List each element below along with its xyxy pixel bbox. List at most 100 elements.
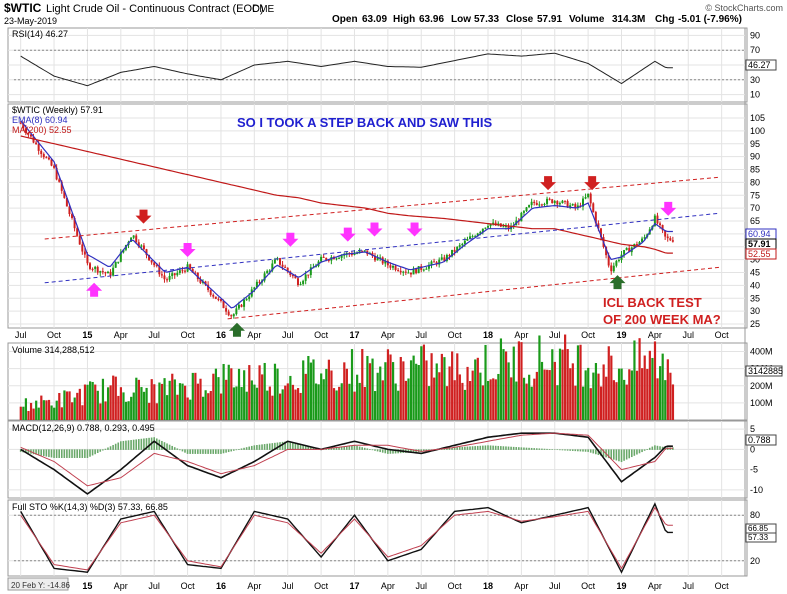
macd-histogram-bar <box>37 449 40 456</box>
macd-histogram-bar <box>569 449 571 451</box>
volume-bar <box>486 380 490 420</box>
candle-body <box>68 206 71 215</box>
volume-bar <box>83 384 87 420</box>
x-tick-label: Jul <box>282 330 294 340</box>
volume-bar <box>587 367 590 420</box>
volume-bar <box>291 384 295 420</box>
x-tick-label: Oct <box>448 330 463 340</box>
candle-body <box>571 204 574 206</box>
indicator-lines <box>19 52 674 574</box>
volume-bar <box>184 385 187 420</box>
candle-body <box>474 236 477 238</box>
headline-annotation: SO I TOOK A STEP BACK AND SAW THIS <box>237 115 493 130</box>
macd-histogram-bar <box>235 449 238 451</box>
volume-bar <box>445 386 449 420</box>
macd-histogram-bar <box>261 444 263 450</box>
macd-histogram-bar <box>610 449 613 459</box>
candle-body <box>587 193 590 198</box>
open-label: Open <box>332 14 358 25</box>
x-tick-label: 18 <box>483 581 493 591</box>
macd-histogram-bar <box>253 445 256 450</box>
candle-body <box>245 299 248 301</box>
volume-bar <box>494 379 497 420</box>
macd-histogram-bar <box>294 443 297 450</box>
candle-body <box>150 260 153 263</box>
candle-body <box>166 279 169 281</box>
price-tick-label: 70 <box>750 203 760 213</box>
volume-bar <box>664 380 667 420</box>
candle-body <box>22 123 25 129</box>
volume-bar <box>350 349 354 420</box>
macd-histogram-bar <box>238 449 240 450</box>
x-tick-label: Jul <box>148 330 160 340</box>
candle-body <box>27 132 30 135</box>
volume-bar <box>232 387 235 420</box>
candle-body <box>291 275 294 277</box>
macd-histogram-bar <box>258 444 261 450</box>
x-tick-label: Apr <box>514 330 528 340</box>
volume-bar <box>422 344 425 420</box>
volume-bar <box>605 376 608 420</box>
volume-bar <box>166 395 169 420</box>
volume-bars <box>19 334 675 420</box>
macd-histogram-bar <box>222 449 225 454</box>
candle-body <box>237 304 240 309</box>
macd-histogram-bar <box>35 449 37 455</box>
macd-histogram-bar <box>335 447 338 450</box>
macd-histogram-bar <box>96 449 99 453</box>
high-label: High <box>393 14 415 25</box>
volume-bar <box>520 342 523 420</box>
sto-k-tag-box <box>745 532 777 543</box>
volume-bar <box>76 392 79 420</box>
x-tick-label: Jul <box>415 581 427 591</box>
candle-body <box>338 257 341 259</box>
macd-histogram-bar <box>646 449 648 450</box>
magenta-down-arrow <box>339 227 356 242</box>
volume-bar <box>24 398 28 420</box>
candle-body <box>358 250 361 253</box>
macd-histogram-bar <box>132 439 135 450</box>
candle-body <box>486 226 489 228</box>
volume-bar <box>469 381 472 420</box>
volume-bar <box>512 346 515 420</box>
volume-bar <box>417 365 420 420</box>
candle-body <box>594 212 597 224</box>
rsi-tick-label: 70 <box>750 45 760 55</box>
macd-histogram-bar <box>191 449 194 454</box>
volume-bar <box>576 345 580 420</box>
x-tick-label: Jul <box>15 330 27 340</box>
macd-histogram-bar <box>184 449 186 453</box>
volume-bar <box>130 396 133 420</box>
volume-bar <box>646 368 649 420</box>
candle-body <box>255 281 258 288</box>
candle-body <box>135 235 138 243</box>
macd-histogram-bar <box>63 449 66 458</box>
macd-signal-line <box>20 432 673 487</box>
candle-body <box>86 254 89 264</box>
candle-body <box>671 240 674 242</box>
candle-body <box>479 231 482 234</box>
candle-body <box>445 255 448 261</box>
candle-body <box>89 263 92 269</box>
x-tick-label: Jul <box>549 581 561 591</box>
candle-body <box>286 267 289 272</box>
volume-bar <box>127 401 130 420</box>
volume-bar <box>212 373 215 420</box>
volume-bar <box>19 406 22 420</box>
volume-bar <box>433 377 436 420</box>
macd-histogram-bar <box>448 447 451 450</box>
volume-bar <box>589 388 592 420</box>
candle-body <box>502 226 505 228</box>
candle-body <box>540 204 543 206</box>
volume-bar <box>327 359 330 420</box>
candle-body <box>24 128 27 133</box>
macd-histogram-bar <box>523 447 525 450</box>
macd-histogram-bar <box>389 449 392 454</box>
volume-bar <box>374 391 377 420</box>
candle-body <box>189 264 192 270</box>
macd-histogram-bar <box>589 449 592 453</box>
chart-date: 23-May-2019 <box>4 16 57 26</box>
volume-bar <box>535 371 538 420</box>
macd-tick-label: -5 <box>750 465 758 475</box>
macd-histogram-bar <box>607 449 610 459</box>
